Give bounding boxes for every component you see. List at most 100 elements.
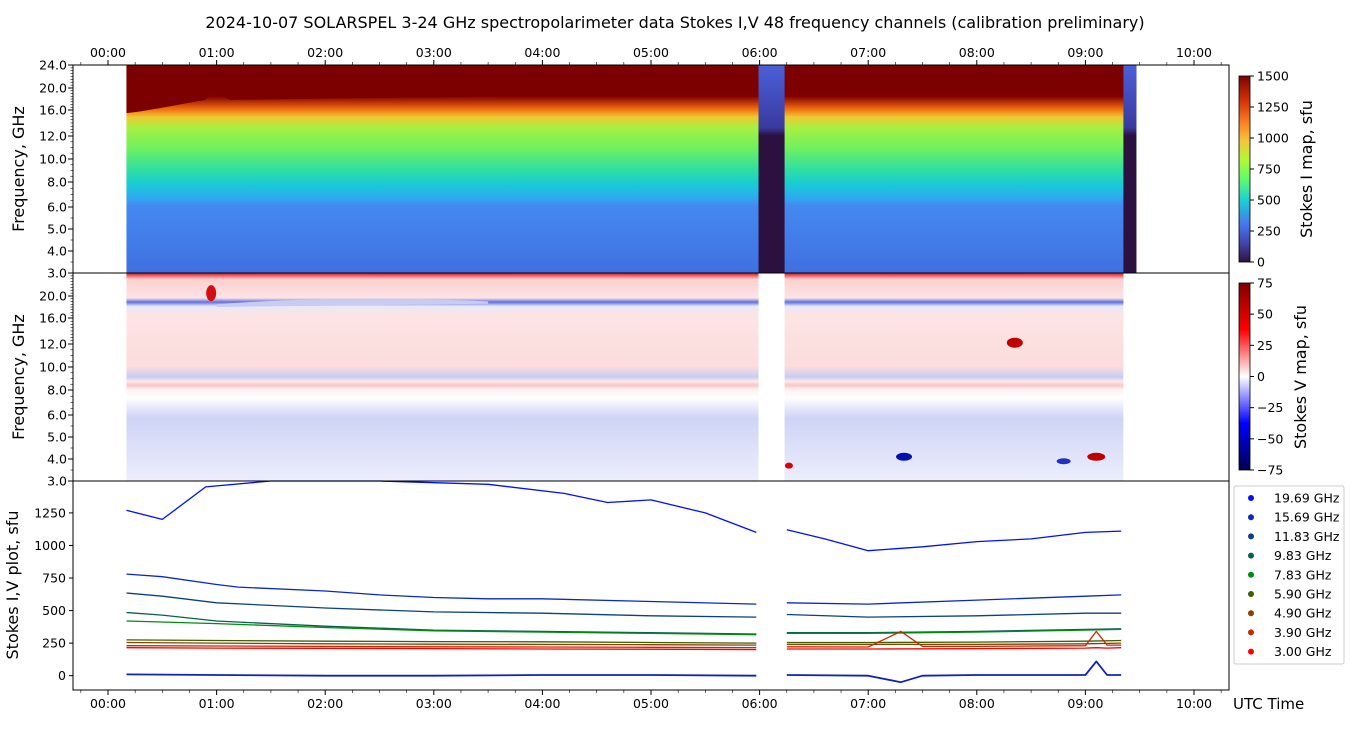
- colorbar-tick-label: −75: [1257, 463, 1283, 478]
- legend-marker: [1248, 571, 1254, 578]
- y-tick-label: 1250: [34, 505, 66, 520]
- time-tick-label-bottom: 04:00: [524, 696, 560, 711]
- chart-title: 2024-10-07 SOLARSPEL 3-24 GHz spectropol…: [205, 13, 1144, 32]
- series-line-3-90-GHz: [126, 630, 1122, 649]
- series-line-11-83-GHz: [126, 592, 1122, 618]
- legend-label: 9.83 GHz: [1274, 548, 1332, 563]
- y-tick-label: 1000: [34, 538, 66, 553]
- stokes-v-depolarized-band: [216, 298, 489, 307]
- legend-marker: [1248, 533, 1254, 540]
- stokes-v-burst-2: [896, 452, 913, 461]
- time-tick-label-top: 01:00: [199, 45, 235, 60]
- time-tick-label-bottom: 08:00: [959, 696, 995, 711]
- y-tick-label: 5.0: [47, 430, 67, 445]
- legend-marker: [1248, 610, 1254, 617]
- stokes-v-burst-4: [206, 285, 217, 302]
- legend-marker: [1248, 552, 1254, 559]
- stokes-v-burst-0: [1006, 337, 1023, 348]
- y-tick-label: 4.0: [47, 244, 67, 259]
- time-tick-label-top: 04:00: [524, 45, 560, 60]
- colorbar-tick-label: 1250: [1257, 100, 1289, 115]
- colorbar-tick-label: 500: [1257, 193, 1281, 208]
- legend-marker: [1248, 514, 1254, 521]
- y-tick-label: 3.0: [47, 474, 67, 489]
- time-tick-label-top: 10:00: [1176, 45, 1212, 60]
- y-tick-label: 10.0: [39, 152, 67, 167]
- legend-label: 4.90 GHz: [1274, 606, 1332, 621]
- colorbar-tick-label: 25: [1257, 338, 1273, 353]
- stokes-i-heatmap: [126, 65, 1137, 273]
- y-tick-label: 8.0: [47, 175, 67, 190]
- colorbar-stokes-v: [1238, 282, 1251, 471]
- y-tick-label: 6.0: [47, 408, 67, 423]
- time-tick-label-bottom: 09:00: [1067, 696, 1103, 711]
- legend-label: 11.83 GHz: [1274, 529, 1340, 544]
- time-tick-label-top: 06:00: [742, 45, 778, 60]
- time-tick-label-top: 09:00: [1067, 45, 1103, 60]
- data-gap-1: [1123, 65, 1137, 273]
- y-tick-label: 8.0: [47, 383, 67, 398]
- legend-label: 7.83 GHz: [1274, 567, 1332, 582]
- data-gap-0: [758, 273, 785, 481]
- y-tick-label: 6.0: [47, 200, 67, 215]
- x-axis-label: UTC Time: [1233, 695, 1304, 713]
- y-tick-label: 20.0: [39, 289, 67, 304]
- time-tick-label-bottom: 05:00: [633, 696, 669, 711]
- colorbar-tick-label: 1500: [1257, 69, 1289, 84]
- y-tick-label: 24.0: [39, 58, 67, 73]
- y-tick-label: 16.0: [39, 311, 67, 326]
- time-tick-label-top: 05:00: [633, 45, 669, 60]
- stokes-v-burst-5: [784, 462, 793, 469]
- plot-area: [73, 481, 1229, 690]
- data-gap-0: [758, 65, 785, 273]
- time-tick-label-bottom: 00:00: [90, 696, 126, 711]
- time-tick-label-top: 02:00: [307, 45, 343, 60]
- legend-marker: [1248, 591, 1254, 597]
- series-line-4-90-GHz: [126, 641, 1122, 646]
- time-tick-label-bottom: 10:00: [1176, 696, 1212, 711]
- colorbar-tick-label: 750: [1257, 162, 1281, 177]
- y-tick-label: 12.0: [39, 129, 67, 144]
- legend-label: 3.00 GHz: [1274, 644, 1332, 659]
- colorbar-tick-label: −50: [1257, 431, 1283, 446]
- y-tick-label: 0: [58, 668, 66, 683]
- series-line-7-83-GHz: [126, 620, 1122, 636]
- colorbar-tick-label: 1000: [1257, 131, 1289, 146]
- stokes-v-heatmap: [126, 273, 1124, 481]
- colorbar-tick-label: −25: [1257, 400, 1283, 415]
- y-tick-label: 12.0: [39, 337, 67, 352]
- time-tick-label-top: 07:00: [850, 45, 886, 60]
- time-tick-label-top: 08:00: [959, 45, 995, 60]
- colorbar-label-stokes-v: Stokes V map, sfu: [1291, 305, 1310, 449]
- stokes-v-line: [126, 660, 1122, 684]
- stokes-v-map-panel: 3.0 4.0 5.0 6.0 8.0 10.0 12.0 16.0 20.0: [39, 272, 1230, 489]
- y-tick-label: 250: [42, 636, 66, 651]
- stokes-v-burst-1: [1087, 452, 1106, 461]
- y-label-panel3: Stokes I,V plot, sfu: [3, 511, 22, 660]
- y-tick-label: 4.0: [47, 452, 67, 467]
- stokes-iv-plot-panel: 0 250 500 750 1000 1250: [34, 480, 1230, 695]
- y-tick-label: 750: [42, 571, 66, 586]
- y-tick-label: 5.0: [47, 222, 67, 237]
- stokes-i-map-panel: 3.0 4.0 5.0 6.0 8.0 10.0 12.0 16.0 20.0 24.0: [39, 58, 1230, 281]
- time-tick-label-bottom: 06:00: [742, 696, 778, 711]
- stokes-i-high-flux-region: [126, 65, 1137, 113]
- colorbar-tick-label: 75: [1257, 276, 1273, 291]
- time-tick-label-bottom: 03:00: [416, 696, 452, 711]
- series-line-15-69-GHz: [126, 573, 1122, 605]
- legend-label: 5.90 GHz: [1274, 587, 1332, 602]
- time-tick-label-bottom: 02:00: [307, 696, 343, 711]
- y-tick-label: 20.0: [39, 81, 67, 96]
- colorbar-tick-label: 0: [1257, 255, 1265, 270]
- time-tick-label-top: 03:00: [416, 45, 452, 60]
- series-line-9-83-GHz: [126, 611, 1122, 635]
- series-line-5-90-GHz: [126, 639, 1122, 644]
- y-tick-label: 3.0: [47, 266, 67, 281]
- y-tick-label: 16.0: [39, 103, 67, 118]
- stokes-v-burst-3: [1056, 458, 1071, 465]
- data-gap-0: [758, 481, 785, 690]
- legend-label: 3.90 GHz: [1274, 625, 1332, 640]
- series-line-3-00-GHz: [126, 647, 1122, 651]
- legend-marker: [1248, 629, 1254, 636]
